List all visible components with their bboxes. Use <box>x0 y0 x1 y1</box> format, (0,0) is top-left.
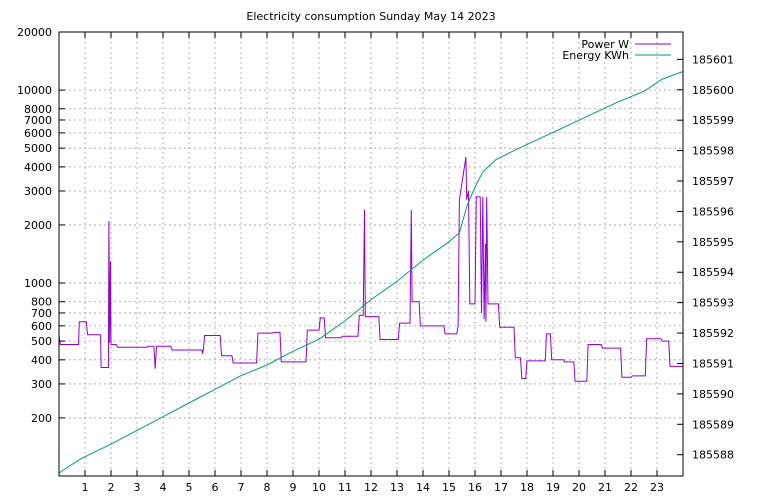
y2-tick-label: 185589 <box>692 418 734 431</box>
y2-tick-label: 185598 <box>692 145 734 158</box>
y-tick-label: 8000 <box>24 103 52 116</box>
x-tick-label: 2 <box>108 481 115 494</box>
y-tick-label: 3000 <box>24 185 52 198</box>
x-tick-label: 4 <box>160 481 167 494</box>
y2-tick-label: 185588 <box>692 449 734 462</box>
y2-tick-label: 185591 <box>692 357 734 370</box>
chart-title: Electricity consumption Sunday May 14 20… <box>246 10 495 23</box>
y-tick-label: 200 <box>31 412 52 425</box>
y2-tick-label: 185601 <box>692 53 734 66</box>
y2-tick-label: 185594 <box>692 266 734 279</box>
y-tick-label: 5000 <box>24 142 52 155</box>
series-line-energy-kwh <box>58 71 684 474</box>
y2-tick-label: 185590 <box>692 388 734 401</box>
x-tick-label: 16 <box>468 481 482 494</box>
x-tick-label: 23 <box>650 481 664 494</box>
y-tick-label: 4000 <box>24 161 52 174</box>
y-tick-label: 800 <box>31 296 52 309</box>
y-tick-label: 400 <box>31 354 52 367</box>
legend-label: Energy KWh <box>562 49 629 62</box>
x-tick-label: 17 <box>494 481 508 494</box>
y-tick-label: 1000 <box>24 277 52 290</box>
y-tick-label: 2000 <box>24 219 52 232</box>
y2-tick-label: 185597 <box>692 175 734 188</box>
y-axis-right: 185588 185589 185590 185591 185592 185593 1855… <box>677 53 734 462</box>
x-tick-label: 15 <box>442 481 456 494</box>
x-tick-label: 12 <box>364 481 378 494</box>
y2-tick-label: 185592 <box>692 327 734 340</box>
x-tick-label: 3 <box>134 481 141 494</box>
y-tick-label: 600 <box>31 320 52 333</box>
y-tick-label: 700 <box>31 307 52 320</box>
series-group <box>58 71 684 474</box>
x-tick-label: 9 <box>290 481 297 494</box>
x-tick-label: 8 <box>264 481 271 494</box>
x-tick-label: 1 <box>82 481 89 494</box>
x-tick-label: 20 <box>572 481 586 494</box>
y2-tick-label: 185599 <box>692 114 734 127</box>
legend-label: Power W <box>581 38 629 51</box>
y-tick-label: 20000 <box>17 26 52 39</box>
x-tick-label: 19 <box>546 481 560 494</box>
plot-frame <box>58 31 684 477</box>
x-tick-label: 13 <box>390 481 404 494</box>
x-tick-label: 7 <box>238 481 245 494</box>
y2-tick-label: 185593 <box>692 297 734 310</box>
y-tick-label: 6000 <box>24 127 52 140</box>
x-tick-label: 18 <box>520 481 534 494</box>
x-tick-label: 11 <box>338 481 352 494</box>
series-line-power-w <box>58 156 683 382</box>
x-tick-label: 10 <box>312 481 326 494</box>
y-tick-label: 500 <box>31 335 52 348</box>
x-tick-label: 22 <box>624 481 638 494</box>
x-tick-label: 21 <box>598 481 612 494</box>
y2-tick-label: 185600 <box>692 84 734 97</box>
x-tick-label: 5 <box>186 481 193 494</box>
x-tick-label: 14 <box>416 481 430 494</box>
y-tick-label: 7000 <box>24 114 52 127</box>
y-tick-label: 10000 <box>17 84 52 97</box>
y2-tick-label: 185596 <box>692 205 734 218</box>
y-tick-label: 300 <box>31 378 52 391</box>
y2-tick-label: 185595 <box>692 236 734 249</box>
x-axis: 1 2 3 4 5 6 7 8 9 10 11 12 13 14 15 16 17 18 19 20 21 22 23 <box>82 32 664 494</box>
x-tick-label: 6 <box>212 481 219 494</box>
